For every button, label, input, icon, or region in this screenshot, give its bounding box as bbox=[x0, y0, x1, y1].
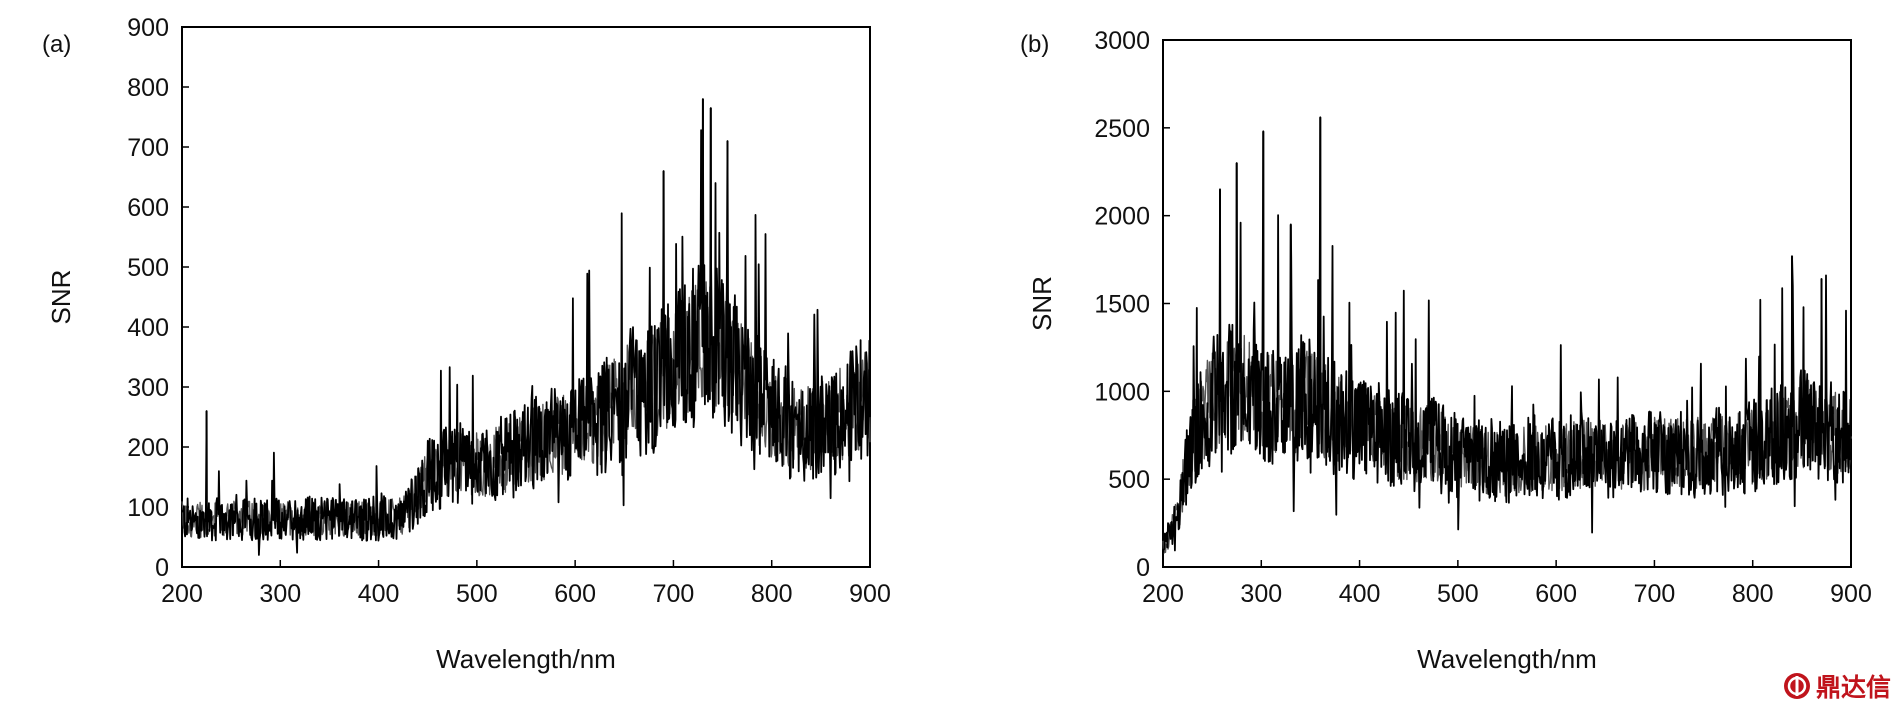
x-tick-label: 700 bbox=[1634, 580, 1676, 608]
watermark-text: 鼎达信 bbox=[1815, 673, 1891, 702]
y-tick-label: 1000 bbox=[1094, 378, 1150, 406]
y-tick-label: 700 bbox=[127, 134, 169, 162]
panel-label: (b) bbox=[1020, 31, 1049, 58]
panel-label: (a) bbox=[42, 31, 71, 58]
x-tick-label: 600 bbox=[554, 580, 596, 608]
x-tick-label: 500 bbox=[1437, 580, 1479, 608]
y-tick-label: 2500 bbox=[1094, 115, 1150, 143]
x-tick-label: 300 bbox=[259, 580, 301, 608]
x-tick-label: 800 bbox=[751, 580, 793, 608]
x-tick-label: 900 bbox=[849, 580, 891, 608]
chart-panel-b: 200 300 400 500 600 700 800 900 0 500 1000 1500 2000… bbox=[1020, 27, 1872, 674]
y-tick-label: 300 bbox=[127, 374, 169, 402]
y-tick-label: 400 bbox=[127, 314, 169, 342]
watermark-logo-icon bbox=[1783, 673, 1810, 699]
x-tick-label: 600 bbox=[1535, 580, 1577, 608]
x-tick-label: 400 bbox=[358, 580, 400, 608]
y-tick-label: 100 bbox=[127, 494, 169, 522]
chart-panel-a: 200 300 400 500 600 700 800 900 0 100 200 300 400 500… bbox=[42, 14, 891, 674]
x-tick-label: 200 bbox=[161, 580, 203, 608]
x-tick-label: 500 bbox=[456, 580, 498, 608]
snr-series-line bbox=[181, 98, 871, 556]
y-tick-label: 500 bbox=[1108, 466, 1150, 494]
x-tick-label: 800 bbox=[1732, 580, 1774, 608]
snr-series-line bbox=[1162, 116, 1852, 554]
y-axis-label: SNR bbox=[46, 270, 76, 325]
watermark: 鼎达信 bbox=[1782, 669, 1891, 703]
x-tick-label: 700 bbox=[653, 580, 695, 608]
y-tick-label: 200 bbox=[127, 434, 169, 462]
x-tick-label: 300 bbox=[1240, 580, 1282, 608]
y-tick-label: 600 bbox=[127, 194, 169, 222]
x-tick-label: 400 bbox=[1339, 580, 1381, 608]
y-tick-label: 1500 bbox=[1094, 291, 1150, 319]
plot-frame bbox=[181, 26, 871, 568]
y-tick-label: 2000 bbox=[1094, 203, 1150, 231]
y-axis-label: SNR bbox=[1027, 276, 1057, 331]
x-axis-label: Wavelength/nm bbox=[436, 644, 616, 674]
y-tick-label: 800 bbox=[127, 74, 169, 102]
x-axis-label: Wavelength/nm bbox=[1417, 644, 1597, 674]
y-tick-label: 500 bbox=[127, 254, 169, 282]
x-tick-label: 200 bbox=[1142, 580, 1184, 608]
y-tick-label: 0 bbox=[1136, 554, 1150, 582]
y-tick-label: 0 bbox=[155, 554, 169, 582]
y-tick-label: 900 bbox=[127, 14, 169, 42]
x-tick-label: 900 bbox=[1830, 580, 1872, 608]
y-tick-label: 3000 bbox=[1094, 27, 1150, 55]
snr-series-shadow-line bbox=[181, 281, 871, 538]
